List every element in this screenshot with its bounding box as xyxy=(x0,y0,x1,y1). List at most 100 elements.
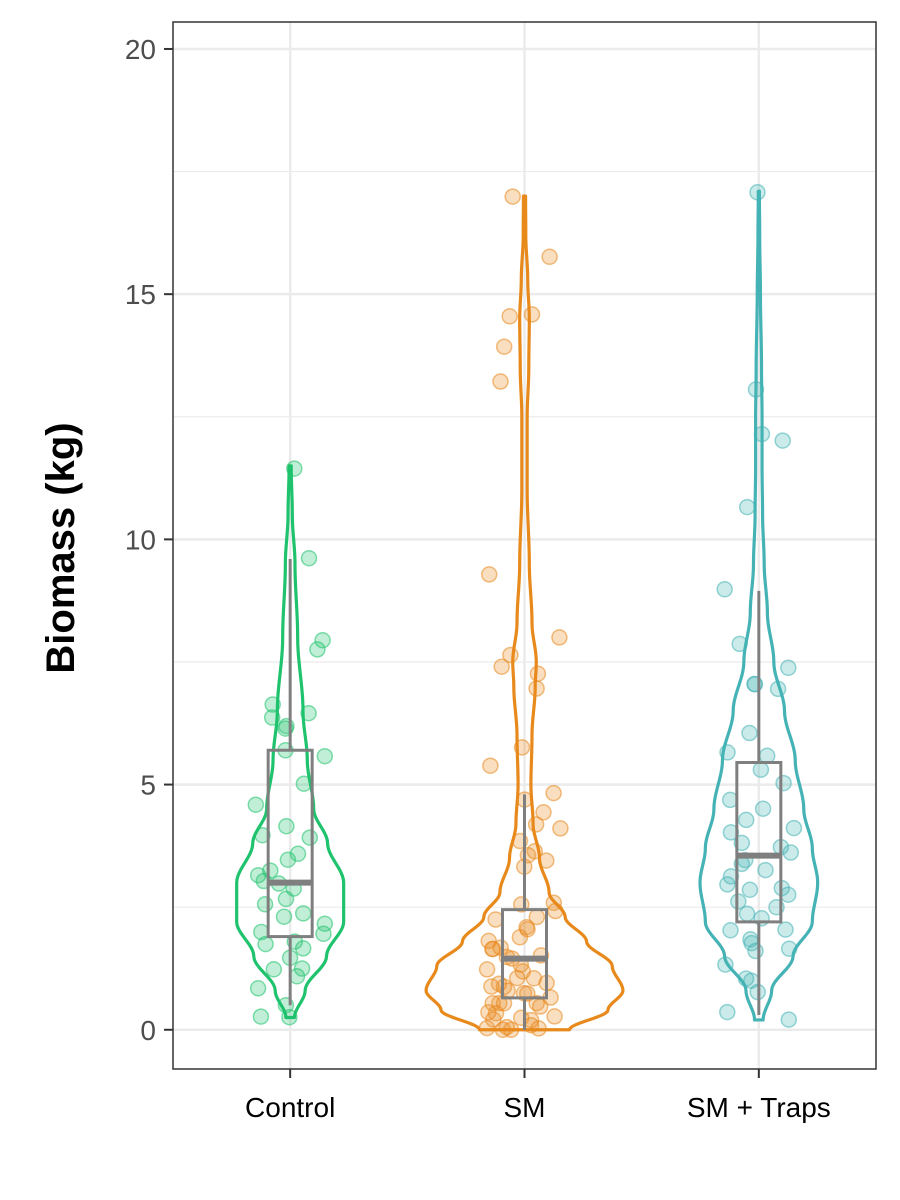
data-point xyxy=(495,338,513,355)
box-iqr xyxy=(266,748,314,939)
data-point xyxy=(722,824,740,841)
data-point xyxy=(498,1018,516,1036)
data-point xyxy=(262,862,279,879)
data-point xyxy=(252,1008,270,1025)
data-point xyxy=(741,881,759,899)
y-tick-label: 20 xyxy=(125,34,156,65)
data-point xyxy=(275,908,293,925)
data-point xyxy=(249,866,267,884)
data-point xyxy=(293,960,311,977)
x-tick-label: Control xyxy=(245,1092,335,1123)
violin-0 xyxy=(235,464,346,1020)
data-point xyxy=(482,757,499,774)
data-point xyxy=(265,961,283,978)
data-point xyxy=(719,1003,736,1021)
data-point xyxy=(490,975,508,992)
data-point xyxy=(493,658,510,675)
data-point xyxy=(289,845,307,863)
data-point xyxy=(278,817,295,835)
data-point xyxy=(518,918,535,936)
data-point xyxy=(279,851,297,868)
data-point xyxy=(738,498,756,516)
data-point xyxy=(300,704,317,722)
data-point xyxy=(264,696,281,713)
data-point xyxy=(504,188,521,205)
data-point xyxy=(253,923,270,941)
data-point xyxy=(545,784,562,802)
data-point xyxy=(716,581,733,598)
data-point xyxy=(719,744,736,761)
data-point xyxy=(247,796,265,813)
data-point xyxy=(757,861,774,879)
data-point xyxy=(513,739,531,756)
data-point xyxy=(541,248,558,266)
data-point xyxy=(480,566,498,583)
data-point xyxy=(717,956,734,973)
data-point xyxy=(538,852,555,869)
y-tick-label: 10 xyxy=(125,524,156,555)
violin-2 xyxy=(698,189,820,1022)
data-point xyxy=(749,184,766,201)
x-tick-label: SM xyxy=(504,1092,546,1123)
data-point xyxy=(780,659,797,677)
data-point xyxy=(780,940,798,957)
data-point xyxy=(528,908,546,926)
data-point xyxy=(316,915,334,932)
data-point xyxy=(527,816,545,833)
data-point xyxy=(523,306,541,323)
data-point xyxy=(281,1008,298,1026)
data-point xyxy=(249,980,267,997)
data-point xyxy=(551,629,568,646)
data-point xyxy=(774,432,791,449)
data-point xyxy=(501,308,518,325)
box-iqr xyxy=(501,908,548,1000)
data-point xyxy=(492,373,509,390)
data-point xyxy=(314,631,331,649)
data-point xyxy=(300,549,318,567)
data-point xyxy=(731,635,748,653)
data-point xyxy=(775,774,792,792)
box-iqr xyxy=(735,761,783,924)
data-point xyxy=(737,811,755,829)
data-point xyxy=(487,911,504,928)
x-tick-label: SM + Traps xyxy=(687,1092,831,1123)
axes: 0 5 10 15 20 Control SM SM + Traps xyxy=(125,34,831,1123)
data-point xyxy=(741,724,758,742)
data-point xyxy=(752,761,770,778)
y-tick-label: 5 xyxy=(140,770,156,801)
data-point xyxy=(552,820,569,837)
data-point xyxy=(301,829,319,846)
data-point xyxy=(769,680,787,698)
data-point xyxy=(742,931,759,948)
data-point xyxy=(257,935,274,953)
data-point xyxy=(295,775,313,792)
y-axis-title: Biomass (kg) xyxy=(39,422,83,673)
data-point xyxy=(478,961,496,978)
data-point xyxy=(529,665,547,682)
data-point xyxy=(737,970,755,987)
data-point xyxy=(535,804,552,821)
data-point xyxy=(478,1019,496,1037)
data-point xyxy=(526,843,544,860)
y-tick-label: 0 xyxy=(140,1015,156,1046)
data-point xyxy=(753,910,770,927)
data-point xyxy=(722,868,740,885)
y-tick-label: 15 xyxy=(125,279,156,310)
data-point xyxy=(545,894,563,912)
data-point xyxy=(747,381,765,398)
data-point xyxy=(777,921,794,938)
data-point xyxy=(753,425,771,443)
data-point xyxy=(528,680,545,697)
boxplots xyxy=(266,558,783,1030)
data-point xyxy=(286,460,303,477)
data-point xyxy=(782,844,800,861)
data-point xyxy=(294,905,312,922)
data-point xyxy=(316,747,334,765)
data-point xyxy=(480,1003,497,1021)
data-point xyxy=(484,994,501,1012)
data-point xyxy=(722,922,739,939)
data-point xyxy=(309,641,326,658)
data-point xyxy=(502,646,519,664)
data-point xyxy=(480,932,497,950)
